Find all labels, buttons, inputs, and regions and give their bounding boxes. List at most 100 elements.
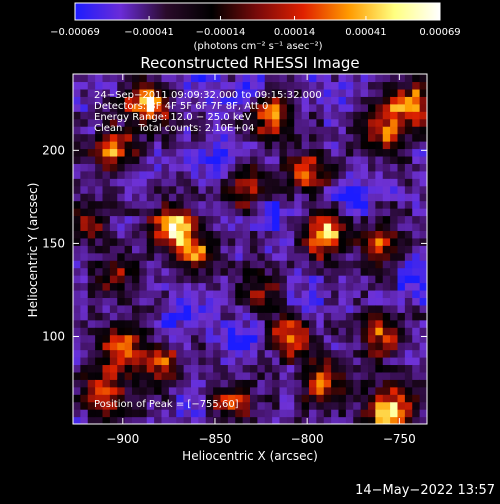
- heatmap-cell: [227, 230, 236, 239]
- heatmap-cell: [102, 401, 111, 410]
- heatmap-cell: [87, 81, 96, 90]
- heatmap-cell: [213, 74, 222, 83]
- heatmap-cell: [404, 185, 413, 194]
- heatmap-cell: [132, 163, 140, 172]
- heatmap-cell: [286, 371, 295, 380]
- heatmap-cell: [109, 334, 118, 343]
- heatmap-cell: [183, 349, 192, 358]
- heatmap-cell: [242, 141, 251, 150]
- heatmap-cell: [412, 401, 421, 410]
- heatmap-cell: [390, 401, 399, 410]
- heatmap-cell: [338, 170, 347, 179]
- heatmap-cell: [390, 163, 399, 172]
- heatmap-cell: [301, 88, 310, 97]
- heatmap-cell: [345, 163, 354, 172]
- heatmap-cell: [397, 148, 406, 157]
- heatmap-cell: [294, 222, 303, 231]
- heatmap-cell: [154, 312, 163, 321]
- heatmap-cell: [139, 319, 148, 328]
- heatmap-cell: [353, 371, 362, 380]
- heatmap-cell: [205, 364, 214, 373]
- heatmap-cell: [353, 170, 362, 179]
- heatmap-cell: [375, 416, 384, 424]
- heatmap-cell: [382, 193, 391, 202]
- heatmap-cell: [338, 364, 347, 373]
- heatmap-cell: [331, 327, 340, 336]
- heatmap-cell: [213, 96, 222, 105]
- heatmap-cell: [360, 334, 369, 343]
- heatmap-cell: [213, 81, 222, 90]
- heatmap-cell: [382, 208, 391, 217]
- heatmap-cell: [345, 141, 354, 150]
- heatmap-cell: [183, 267, 192, 276]
- heatmap-cell: [132, 111, 140, 120]
- heatmap-cell: [235, 319, 244, 328]
- heatmap-cell: [323, 371, 332, 380]
- heatmap-cell: [382, 304, 391, 313]
- heatmap-cell: [250, 364, 258, 373]
- heatmap-cell: [345, 193, 354, 202]
- heatmap-cell: [250, 170, 258, 179]
- heatmap-cell: [279, 267, 288, 276]
- heatmap-cell: [154, 304, 163, 313]
- heatmap-cell: [161, 185, 170, 194]
- heatmap-cell: [132, 185, 140, 194]
- heatmap-cell: [397, 342, 406, 351]
- heatmap-cell: [404, 118, 413, 127]
- heatmap-cell: [213, 260, 222, 269]
- heatmap-cell: [257, 409, 266, 418]
- heatmap-cell: [183, 416, 192, 424]
- heatmap-cell: [242, 133, 251, 142]
- heatmap-cell: [205, 208, 214, 217]
- heatmap-cell: [227, 289, 236, 299]
- heatmap-cell: [139, 349, 148, 358]
- heatmap-cell: [257, 334, 266, 343]
- heatmap-cell: [279, 349, 288, 358]
- heatmap-cell: [109, 111, 118, 120]
- heatmap-cell: [220, 409, 229, 418]
- heatmap-cell: [345, 364, 354, 373]
- heatmap-cell: [168, 170, 177, 179]
- y-axis-label: Heliocentric Y (arcsec): [26, 183, 40, 318]
- heatmap-cell: [368, 163, 376, 172]
- heatmap-cell: [73, 312, 81, 321]
- heatmap-cell: [419, 275, 427, 284]
- heatmap-cell: [146, 163, 155, 172]
- heatmap-cell: [279, 289, 288, 299]
- heatmap-cell: [375, 193, 384, 202]
- heatmap-cell: [404, 371, 413, 380]
- heatmap-cell: [257, 178, 266, 187]
- heatmap-cell: [294, 394, 303, 403]
- heatmap-cell: [301, 364, 310, 373]
- heatmap-cell: [139, 118, 148, 127]
- heatmap-cell: [139, 215, 148, 224]
- heatmap-cell: [338, 245, 347, 254]
- heatmap-cell: [161, 200, 170, 209]
- heatmap-cell: [235, 260, 244, 269]
- heatmap-cell: [205, 126, 214, 135]
- heatmap-cell: [95, 163, 104, 172]
- heatmap-cell: [338, 401, 347, 410]
- heatmap-cell: [95, 275, 104, 284]
- heatmap-cell: [382, 379, 391, 388]
- heatmap-cell: [250, 237, 258, 246]
- heatmap-cell: [375, 88, 384, 97]
- heatmap-cell: [294, 319, 303, 328]
- heatmap-cell: [419, 394, 427, 403]
- heatmap-cell: [419, 88, 427, 97]
- heatmap-cell: [286, 81, 295, 90]
- heatmap-cell: [198, 193, 207, 202]
- heatmap-cell: [124, 237, 133, 246]
- heatmap-cell: [382, 148, 391, 157]
- heatmap-cell: [139, 334, 148, 343]
- heatmap-cell: [220, 81, 229, 90]
- heatmap-cell: [382, 409, 391, 418]
- heatmap-cell: [102, 163, 111, 172]
- heatmap-cell: [257, 364, 266, 373]
- heatmap-cell: [323, 267, 332, 276]
- heatmap-cell: [338, 185, 347, 194]
- heatmap-cell: [205, 342, 214, 351]
- heatmap-cell: [397, 312, 406, 321]
- heatmap-cell: [286, 394, 295, 403]
- heatmap-cell: [198, 185, 207, 194]
